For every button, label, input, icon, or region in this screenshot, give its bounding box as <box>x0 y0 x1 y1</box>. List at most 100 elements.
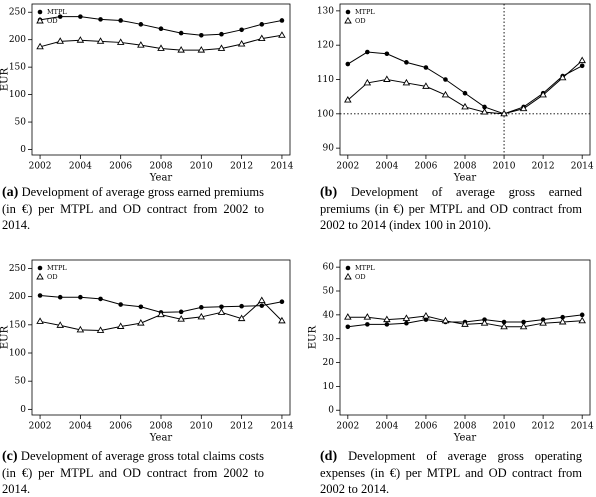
y-tick-label: 200 <box>9 35 26 45</box>
legend-marker <box>344 16 352 24</box>
data-point <box>197 46 206 53</box>
legend-label: MTPL <box>47 8 67 16</box>
y-tick-label: 0 <box>328 406 334 416</box>
legend-label: MTPL <box>47 264 67 272</box>
data-point <box>383 75 391 82</box>
data-point <box>118 302 123 307</box>
data-point <box>500 322 508 330</box>
y-tick-label: 200 <box>9 292 26 302</box>
y-tick-label: 250 <box>9 264 26 274</box>
y-tick-label: 250 <box>9 8 26 18</box>
data-point <box>138 22 144 27</box>
x-tick-label: 2010 <box>493 162 516 172</box>
y-tick-label: 0 <box>20 145 26 155</box>
data-point <box>199 32 204 38</box>
y-tick-label: 150 <box>9 63 26 73</box>
data-point <box>441 90 450 98</box>
data-point <box>96 37 105 44</box>
data-point <box>199 305 204 310</box>
x-tick-label: 2004 <box>69 422 92 432</box>
x-tick-label: 2010 <box>190 422 213 432</box>
data-point <box>344 313 352 320</box>
legend-entry: MTPL <box>345 264 375 272</box>
x-tick-label: 2012 <box>230 162 253 172</box>
data-point <box>539 90 547 98</box>
caption-text: Development of average gross operating e… <box>320 449 582 496</box>
y-tick-label: 0 <box>20 405 26 415</box>
legend-marker <box>37 265 43 271</box>
x-axis-label: Year <box>453 173 477 184</box>
legend-marker <box>344 272 352 280</box>
data-point <box>461 102 469 110</box>
legend-entry: OD <box>344 272 366 281</box>
data-point <box>157 310 165 318</box>
data-point <box>76 36 85 43</box>
data-point <box>237 314 246 322</box>
x-tick-label: 2006 <box>109 422 132 432</box>
x-axis-label: Year <box>453 433 477 444</box>
data-point <box>480 319 489 326</box>
x-tick-label: 2012 <box>532 422 555 432</box>
y-tick-label: 130 <box>317 6 334 16</box>
x-tick-label: 2010 <box>190 162 213 172</box>
caption: (d) Development of average gross operati… <box>320 448 582 497</box>
x-tick-label: 2008 <box>150 422 173 432</box>
x-tick-label: 2012 <box>230 422 253 432</box>
x-tick-label: 2014 <box>270 422 293 432</box>
x-tick-label: 2004 <box>375 422 398 432</box>
legend-label: OD <box>47 273 58 281</box>
legend-entry: MTPL <box>37 264 67 272</box>
y-tick-label: 110 <box>317 75 334 85</box>
x-tick-label: 2002 <box>336 422 359 432</box>
data-point <box>279 18 285 23</box>
data-point <box>177 315 185 322</box>
y-tick-label: 50 <box>323 287 335 297</box>
caption-text: Development of average gross earned prem… <box>2 185 264 232</box>
data-point <box>422 82 430 89</box>
data-point <box>259 22 265 27</box>
y-tick-label: 100 <box>317 109 334 119</box>
data-point <box>365 322 370 327</box>
caption: (c) Development of average gross total c… <box>2 448 264 497</box>
data-point <box>579 63 585 69</box>
legend-label: MTPL <box>355 8 375 16</box>
plot-frame <box>31 259 291 416</box>
data-point <box>402 78 411 86</box>
caption-text: Development of average gross earned prem… <box>320 185 582 232</box>
x-tick-label: 2014 <box>571 422 594 432</box>
data-point <box>138 304 144 310</box>
data-point <box>56 321 64 328</box>
y-axis-label: EUR <box>308 325 319 349</box>
series-line <box>40 295 283 313</box>
data-point <box>56 37 64 44</box>
legend-marker <box>36 272 44 280</box>
data-point <box>57 14 63 19</box>
data-point <box>57 294 63 300</box>
data-point <box>116 38 125 45</box>
data-point <box>239 303 244 309</box>
y-tick-label: 20 <box>323 358 335 368</box>
data-point <box>384 51 390 57</box>
data-point <box>219 304 224 310</box>
y-tick-label: 50 <box>15 377 27 387</box>
data-point <box>239 27 244 33</box>
data-point <box>560 314 565 320</box>
x-axis-label: Year <box>149 433 173 444</box>
data-point <box>178 309 184 315</box>
caption: (b) Development of average gross earned … <box>320 184 582 233</box>
y-tick-label: 120 <box>317 41 334 51</box>
data-point <box>36 42 44 50</box>
caption-label: (c) <box>2 449 18 464</box>
data-point <box>404 320 409 326</box>
data-point <box>157 44 165 51</box>
data-point <box>177 46 185 53</box>
data-point <box>482 104 487 110</box>
x-tick-label: 2004 <box>375 162 398 172</box>
x-tick-label: 2008 <box>454 162 477 172</box>
y-tick-label: 150 <box>9 320 26 330</box>
data-point <box>217 44 226 51</box>
data-point <box>36 317 44 324</box>
x-tick-label: 2014 <box>571 162 594 172</box>
